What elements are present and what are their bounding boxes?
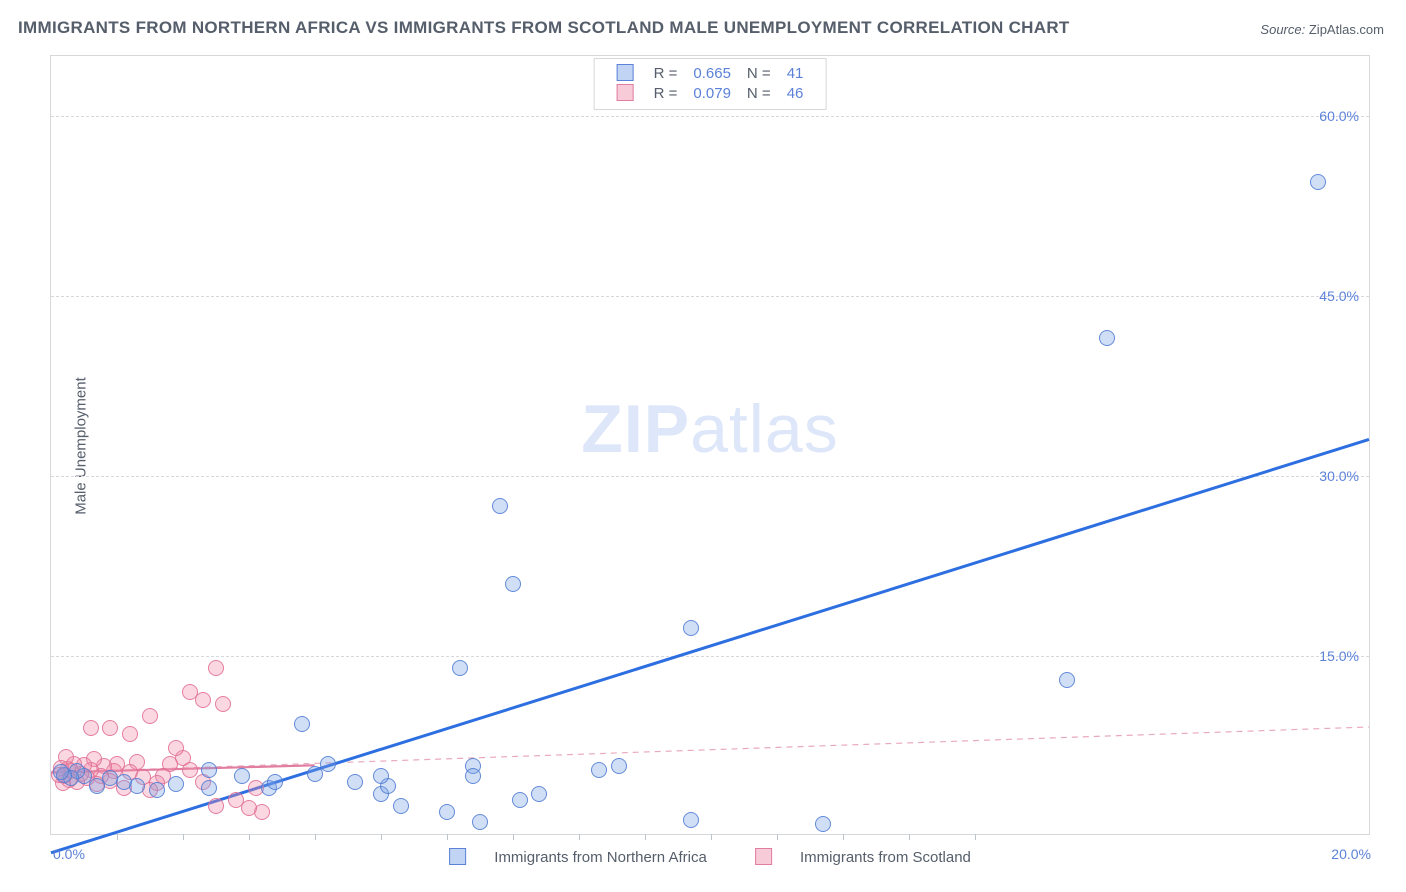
scatter-plot: ZIPatlas R =0.665N =41R =0.079N =46 Immi… bbox=[50, 55, 1370, 835]
x-minor-tick bbox=[909, 834, 910, 840]
data-point bbox=[201, 780, 217, 796]
y-tick-label: 15.0% bbox=[1319, 648, 1359, 664]
trendlines-layer bbox=[51, 56, 1369, 835]
data-point bbox=[683, 620, 699, 636]
chart-title: IMMIGRANTS FROM NORTHERN AFRICA VS IMMIG… bbox=[18, 18, 1070, 38]
data-point bbox=[439, 804, 455, 820]
legend-stats-row: R =0.079N =46 bbox=[609, 83, 812, 103]
x-minor-tick bbox=[975, 834, 976, 840]
data-point bbox=[102, 720, 118, 736]
x-minor-tick bbox=[183, 834, 184, 840]
data-point bbox=[611, 758, 627, 774]
r-value: 0.079 bbox=[685, 83, 739, 103]
data-point bbox=[1059, 672, 1075, 688]
r-value: 0.665 bbox=[685, 63, 739, 83]
legend-label: Immigrants from Northern Africa bbox=[494, 849, 707, 866]
legend-label: Immigrants from Scotland bbox=[800, 849, 971, 866]
legend-stats-row: R =0.665N =41 bbox=[609, 63, 812, 83]
data-point bbox=[591, 762, 607, 778]
legend-swatch bbox=[449, 848, 466, 865]
trendline bbox=[51, 727, 1369, 773]
r-label: R = bbox=[646, 63, 686, 83]
data-point bbox=[89, 778, 105, 794]
data-point bbox=[228, 792, 244, 808]
x-minor-tick bbox=[579, 834, 580, 840]
n-value: 41 bbox=[779, 63, 812, 83]
data-point bbox=[208, 798, 224, 814]
r-label: R = bbox=[646, 83, 686, 103]
source-value: ZipAtlas.com bbox=[1309, 22, 1384, 37]
x-minor-tick bbox=[447, 834, 448, 840]
data-point bbox=[201, 762, 217, 778]
x-minor-tick bbox=[513, 834, 514, 840]
n-label: N = bbox=[739, 63, 779, 83]
x-minor-tick bbox=[645, 834, 646, 840]
data-point bbox=[168, 776, 184, 792]
data-point bbox=[512, 792, 528, 808]
data-point bbox=[472, 814, 488, 830]
data-point bbox=[215, 696, 231, 712]
x-minor-tick bbox=[843, 834, 844, 840]
data-point bbox=[683, 812, 699, 828]
legend-item: Immigrants from Northern Africa bbox=[437, 849, 719, 866]
data-point bbox=[241, 800, 257, 816]
x-minor-tick bbox=[381, 834, 382, 840]
legend-swatch bbox=[755, 848, 772, 865]
data-point bbox=[267, 774, 283, 790]
legend-stats-table: R =0.665N =41R =0.079N =46 bbox=[609, 63, 812, 103]
legend-stats: R =0.665N =41R =0.079N =46 bbox=[594, 58, 827, 110]
y-tick-label: 45.0% bbox=[1319, 288, 1359, 304]
x-minor-tick bbox=[777, 834, 778, 840]
data-point bbox=[168, 740, 184, 756]
data-point bbox=[1310, 174, 1326, 190]
data-point bbox=[373, 768, 389, 784]
x-minor-tick bbox=[249, 834, 250, 840]
x-minor-tick bbox=[117, 834, 118, 840]
source-label: Source: bbox=[1260, 22, 1305, 37]
data-point bbox=[505, 576, 521, 592]
data-point bbox=[465, 768, 481, 784]
x-tick-label: 0.0% bbox=[53, 846, 85, 862]
data-point bbox=[452, 660, 468, 676]
y-tick-label: 30.0% bbox=[1319, 468, 1359, 484]
data-point bbox=[208, 660, 224, 676]
data-point bbox=[492, 498, 508, 514]
legend-series: Immigrants from Northern Africa Immigran… bbox=[425, 848, 995, 866]
x-minor-tick bbox=[315, 834, 316, 840]
legend-item: Immigrants from Scotland bbox=[743, 849, 983, 866]
data-point bbox=[294, 716, 310, 732]
x-minor-tick bbox=[711, 834, 712, 840]
data-point bbox=[347, 774, 363, 790]
data-point bbox=[531, 786, 547, 802]
data-point bbox=[142, 708, 158, 724]
data-point bbox=[122, 726, 138, 742]
x-tick-label: 20.0% bbox=[1331, 846, 1371, 862]
data-point bbox=[149, 782, 165, 798]
n-label: N = bbox=[739, 83, 779, 103]
data-point bbox=[393, 798, 409, 814]
data-point bbox=[195, 692, 211, 708]
data-point bbox=[320, 756, 336, 772]
data-point bbox=[815, 816, 831, 832]
data-point bbox=[83, 720, 99, 736]
data-point bbox=[53, 764, 69, 780]
n-value: 46 bbox=[779, 83, 812, 103]
source-attribution: Source: ZipAtlas.com bbox=[1260, 22, 1384, 37]
y-tick-label: 60.0% bbox=[1319, 108, 1359, 124]
legend-swatch bbox=[617, 64, 634, 81]
data-point bbox=[1099, 330, 1115, 346]
data-point bbox=[234, 768, 250, 784]
legend-swatch bbox=[617, 84, 634, 101]
